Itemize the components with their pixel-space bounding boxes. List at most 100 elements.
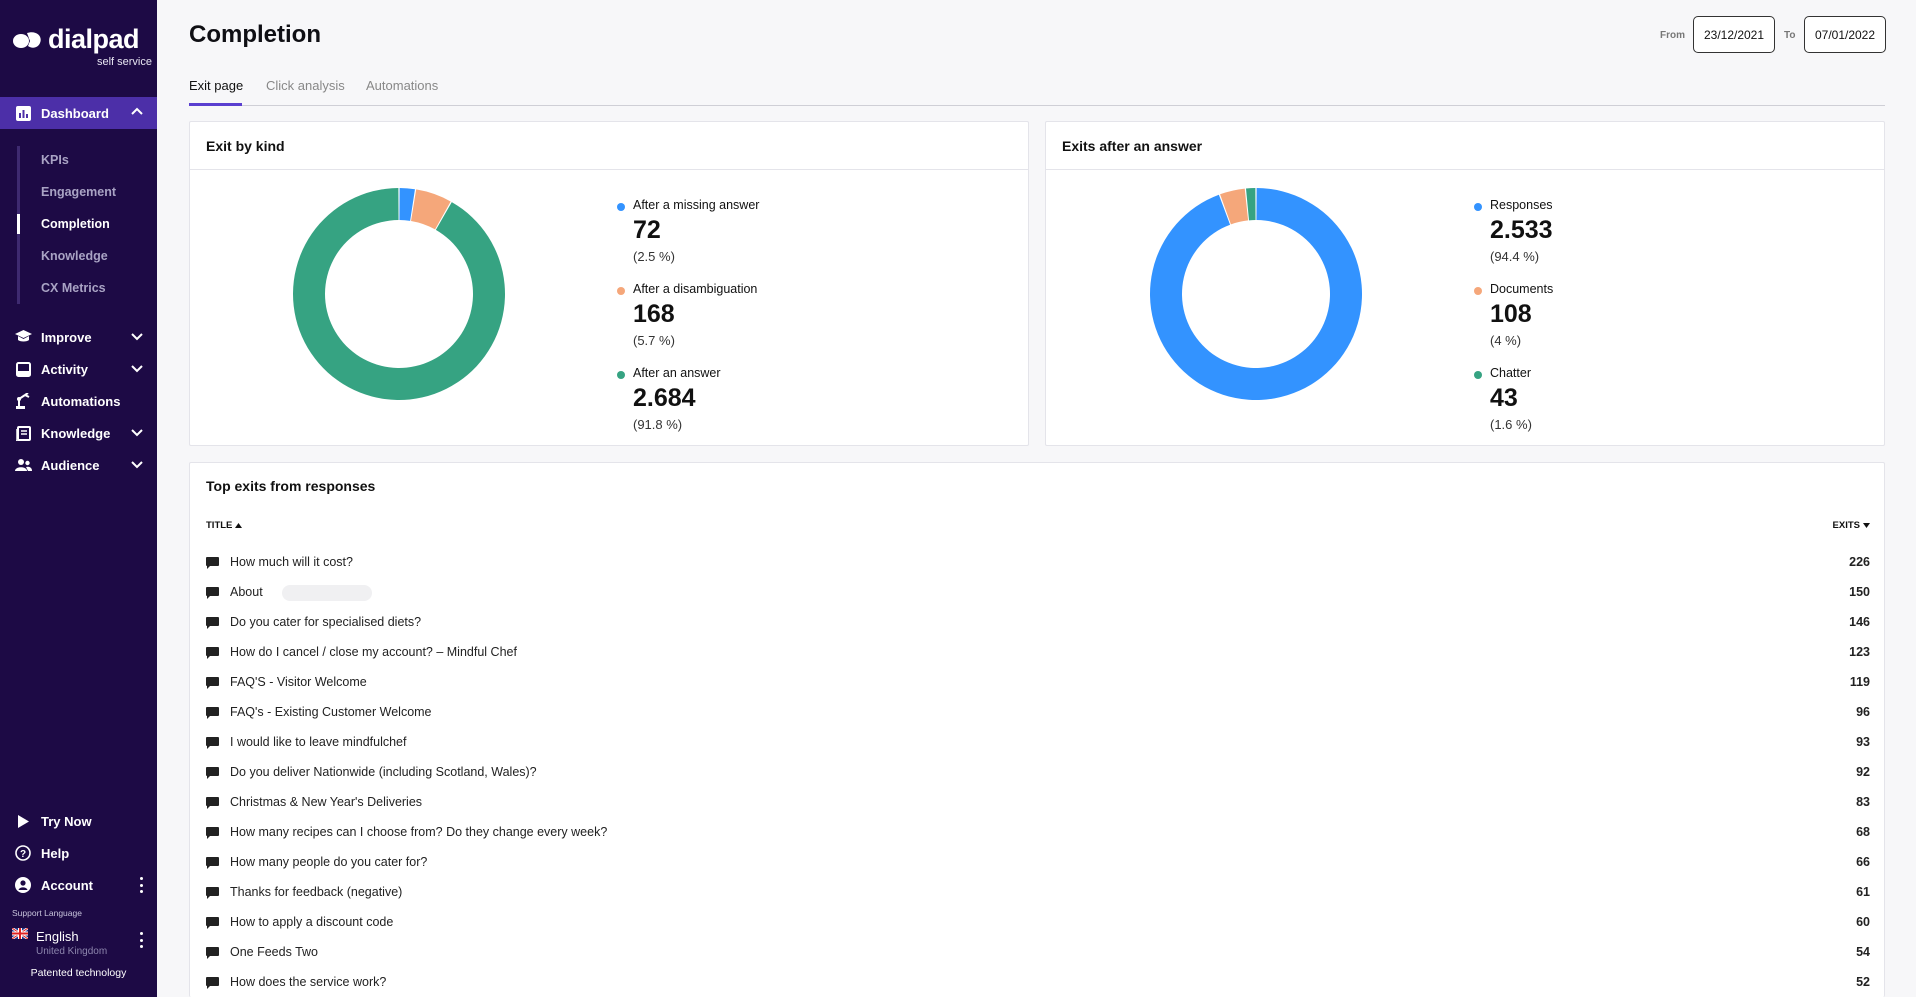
row-exits: 226 bbox=[1849, 555, 1870, 569]
table-row[interactable]: One Feeds Two 54 bbox=[206, 943, 1870, 963]
legend-label: After a missing answer bbox=[633, 198, 760, 212]
chevron-down-icon[interactable] bbox=[131, 330, 143, 342]
comment-icon bbox=[206, 947, 219, 959]
comment-icon bbox=[206, 767, 219, 779]
redacted-text bbox=[282, 585, 372, 601]
column-header-title[interactable]: TITLE bbox=[206, 520, 243, 531]
nav-automations[interactable]: Automations bbox=[0, 385, 157, 417]
table-row[interactable]: Do you cater for specialised diets? 146 bbox=[206, 613, 1870, 633]
from-date-input[interactable]: 23/12/2021 bbox=[1693, 16, 1775, 53]
table-row[interactable]: FAQ's - Existing Customer Welcome 96 bbox=[206, 703, 1870, 723]
account-icon bbox=[13, 876, 33, 894]
donut-slice-0[interactable] bbox=[1150, 188, 1362, 400]
row-exits: 96 bbox=[1856, 705, 1870, 719]
column-header-exits[interactable]: EXITS bbox=[1833, 520, 1870, 531]
row-title: Thanks for feedback (negative) bbox=[230, 885, 403, 899]
top-exits-card: Top exits from responses TITLE EXITS How… bbox=[189, 462, 1885, 997]
book-icon bbox=[13, 424, 33, 442]
tab-exit-page[interactable]: Exit page bbox=[189, 78, 244, 93]
table-row[interactable]: FAQ'S - Visitor Welcome 119 bbox=[206, 673, 1870, 693]
graduation-cap-icon bbox=[13, 328, 33, 346]
chevron-down-icon[interactable] bbox=[131, 362, 143, 374]
language-selector[interactable]: English bbox=[36, 929, 79, 944]
row-exits: 52 bbox=[1856, 975, 1870, 989]
chevron-up-icon[interactable] bbox=[131, 106, 143, 118]
comment-icon bbox=[206, 857, 219, 869]
nav-dashboard[interactable]: Dashboard bbox=[0, 97, 157, 129]
subnav-kpis[interactable]: KPIs bbox=[41, 153, 69, 167]
comment-icon bbox=[206, 887, 219, 899]
table-row[interactable]: How much will it cost? 226 bbox=[206, 553, 1870, 573]
tab-automations[interactable]: Automations bbox=[366, 78, 439, 93]
comment-icon bbox=[206, 827, 219, 839]
nav-try-now-label: Try Now bbox=[41, 813, 92, 829]
nav-audience-label: Audience bbox=[41, 457, 100, 473]
table-row[interactable]: How many recipes can I choose from? Do t… bbox=[206, 823, 1870, 843]
donut-slice-2[interactable] bbox=[1245, 188, 1256, 221]
row-title: One Feeds Two bbox=[230, 945, 319, 959]
row-title: How many people do you cater for? bbox=[230, 855, 428, 869]
table-row[interactable]: How many people do you cater for? 66 bbox=[206, 853, 1870, 873]
legend-dot-green bbox=[617, 371, 625, 379]
from-label: From bbox=[1660, 30, 1685, 41]
table-row[interactable]: I would like to leave mindfulchef 93 bbox=[206, 733, 1870, 753]
donut-slice-1[interactable] bbox=[411, 189, 451, 230]
row-title: Do you deliver Nationwide (including Sco… bbox=[230, 765, 537, 779]
nav-improve[interactable]: Improve bbox=[0, 321, 157, 353]
table-row[interactable]: How do I cancel / close my account? – Mi… bbox=[206, 643, 1870, 663]
nav-help[interactable]: ? Help bbox=[0, 837, 157, 869]
row-exits: 61 bbox=[1856, 885, 1870, 899]
tab-click-analysis[interactable]: Click analysis bbox=[266, 78, 345, 93]
nav-activity[interactable]: Activity bbox=[0, 353, 157, 385]
nav-knowledge-label: Knowledge bbox=[41, 425, 111, 441]
nav-audience[interactable]: Audience bbox=[0, 449, 157, 481]
comment-icon bbox=[206, 977, 219, 989]
comment-icon bbox=[206, 647, 219, 659]
legend-value: 168 bbox=[633, 300, 675, 328]
dialpad-logo[interactable]: dialpad self service bbox=[12, 22, 152, 72]
table-row[interactable]: How to apply a discount code 60 bbox=[206, 913, 1870, 933]
tab-bar: Exit page Click analysis Automations bbox=[189, 76, 1885, 106]
table-row[interactable]: How does the service work? 52 bbox=[206, 973, 1870, 993]
subnav-completion[interactable]: Completion bbox=[41, 217, 110, 231]
donut-slice-1[interactable] bbox=[1220, 188, 1249, 225]
comment-icon bbox=[206, 677, 219, 689]
to-date-input[interactable]: 07/01/2022 bbox=[1804, 16, 1886, 53]
legend-percent: (94.4 %) bbox=[1490, 249, 1540, 264]
table-row[interactable]: About 150 bbox=[206, 583, 1870, 603]
inbox-icon bbox=[13, 360, 33, 378]
dialpad-logo-icon bbox=[13, 32, 41, 48]
subnav-knowledge[interactable]: Knowledge bbox=[41, 249, 108, 263]
donut-slice-0[interactable] bbox=[399, 188, 415, 221]
legend-dot-green bbox=[1474, 371, 1482, 379]
legend-value: 43 bbox=[1490, 384, 1518, 412]
nav-activity-label: Activity bbox=[41, 361, 88, 377]
legend-value: 108 bbox=[1490, 300, 1532, 328]
column-exits-label: EXITS bbox=[1832, 520, 1860, 531]
column-title-label: TITLE bbox=[206, 520, 233, 531]
legend-value: 72 bbox=[633, 216, 661, 244]
users-icon bbox=[13, 456, 33, 474]
language-menu-icon[interactable] bbox=[139, 932, 143, 948]
chevron-down-icon[interactable] bbox=[131, 458, 143, 470]
donut-slice-2[interactable] bbox=[293, 188, 505, 400]
table-row[interactable]: Christmas & New Year's Deliveries 83 bbox=[206, 793, 1870, 813]
legend-dot-orange bbox=[617, 287, 625, 295]
subnav-engagement[interactable]: Engagement bbox=[41, 185, 117, 199]
sort-down-icon bbox=[1863, 523, 1870, 528]
table-row[interactable]: Thanks for feedback (negative) 61 bbox=[206, 883, 1870, 903]
nav-try-now[interactable]: Try Now bbox=[0, 805, 157, 837]
language-region: United Kingdom bbox=[36, 946, 108, 957]
row-exits: 66 bbox=[1856, 855, 1870, 869]
row-title: How does the service work? bbox=[230, 975, 387, 989]
subnav-cx-metrics[interactable]: CX Metrics bbox=[41, 281, 106, 295]
row-exits: 146 bbox=[1849, 615, 1870, 629]
chevron-down-icon[interactable] bbox=[131, 426, 143, 438]
table-row[interactable]: Do you deliver Nationwide (including Sco… bbox=[206, 763, 1870, 783]
row-exits: 92 bbox=[1856, 765, 1870, 779]
comment-icon bbox=[206, 917, 219, 929]
nav-knowledge[interactable]: Knowledge bbox=[0, 417, 157, 449]
nav-account[interactable]: Account bbox=[0, 869, 157, 901]
legend-label: Chatter bbox=[1490, 366, 1531, 380]
account-menu-icon[interactable] bbox=[139, 877, 143, 893]
